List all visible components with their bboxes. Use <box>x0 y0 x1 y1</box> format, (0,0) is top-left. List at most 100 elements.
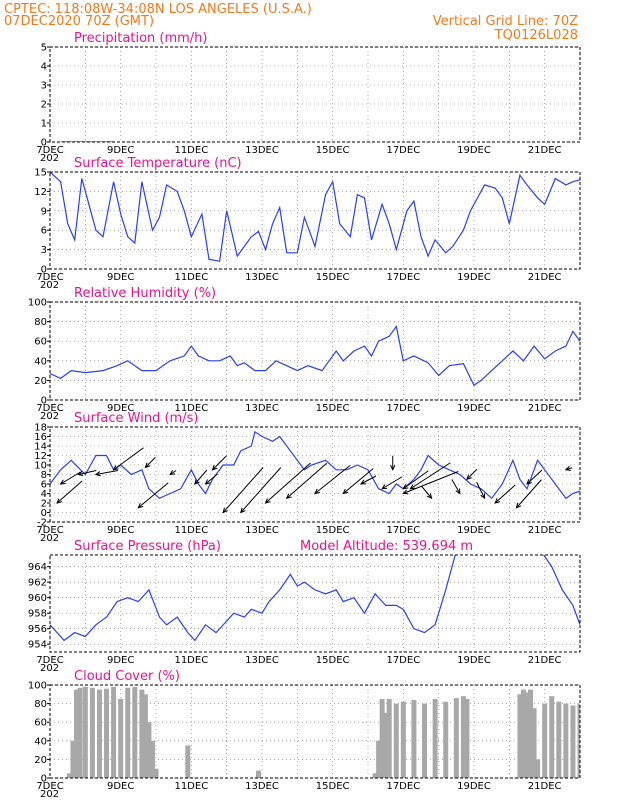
wind-arrow-head <box>94 471 101 477</box>
y-tick-label: -2 <box>37 518 47 529</box>
wind-arrow <box>194 469 208 485</box>
wind-arrow <box>145 457 156 468</box>
x-year-label: 202 <box>40 663 59 674</box>
x-tick-label: 7DEC <box>36 525 63 536</box>
wind-arrow <box>113 447 144 471</box>
x-tick-label: 13DEC <box>245 655 279 666</box>
cloud-bar <box>528 689 534 778</box>
x-tick-label: 19DEC <box>457 525 491 536</box>
y-tick-label: 1 <box>41 119 47 130</box>
wind-arrow-head <box>285 493 292 500</box>
wind-arrow <box>360 475 377 485</box>
y-tick-label: 964 <box>28 562 47 573</box>
wind-arrow <box>286 462 328 499</box>
wind-arrow <box>138 482 169 509</box>
x-tick-label: 7DEC <box>36 403 63 414</box>
plot-area <box>66 686 580 778</box>
cloud-bar <box>520 689 526 778</box>
x-tick-label: 19DEC <box>457 145 491 156</box>
wind-arrow-head <box>402 489 409 495</box>
x-tick-label: 9DEC <box>107 781 134 792</box>
x-tick-label: 9DEC <box>107 655 134 666</box>
wind-arrow <box>526 469 543 485</box>
y-tick-label: 16 <box>34 432 47 443</box>
x-tick-label: 9DEC <box>107 272 134 283</box>
wind-arrow <box>212 455 227 471</box>
wind-arrow <box>265 462 311 504</box>
y-tick-label: 18 <box>34 423 47 434</box>
x-tick-label: 11DEC <box>174 525 208 536</box>
y-tick-label: 0 <box>41 774 47 785</box>
wind-arrow <box>169 470 177 475</box>
cloud-bar <box>89 687 95 778</box>
y-tick-label: 6 <box>41 226 47 237</box>
cloud-bar <box>556 701 562 778</box>
x-tick-label: 11DEC <box>174 403 208 414</box>
cloud-bar <box>372 773 378 778</box>
wind-arrow-head <box>359 479 366 485</box>
x-tick-label: 15DEC <box>316 655 350 666</box>
y-tick-label: 6 <box>41 480 47 491</box>
x-tick-label: 21DEC <box>528 781 562 792</box>
wind-arrow <box>314 465 351 494</box>
x-tick-label: 9DEC <box>107 145 134 156</box>
cloud-bar <box>422 703 428 778</box>
plot-area <box>50 325 580 387</box>
x-tick-label: 11DEC <box>174 145 208 156</box>
y-tick-label: 956 <box>28 624 47 635</box>
wind-arrow-head <box>169 469 176 476</box>
y-tick-label: 20 <box>34 376 47 387</box>
cloud-bar <box>149 740 155 778</box>
x-tick-label: 21DEC <box>528 403 562 414</box>
x-tick-label: 21DEC <box>528 272 562 283</box>
wind-arrow <box>494 484 516 504</box>
cloud-bar <box>400 701 406 778</box>
x-tick-label: 21DEC <box>528 145 562 156</box>
cloud-bar <box>146 722 152 778</box>
y-tick-label: 2 <box>41 100 47 111</box>
x-tick-label: 9DEC <box>107 403 134 414</box>
wind-arrow <box>205 473 218 485</box>
cloud-bar <box>570 705 576 778</box>
x-tick-label: 17DEC <box>386 145 420 156</box>
wind-arrow <box>56 480 83 504</box>
cloud-bar <box>185 745 191 778</box>
panel-6: 0 20 40 60 80 100 7DEC 9DEC 11DEC 13DEC 15DEC 17DEC… <box>28 669 581 800</box>
wind-arrow-head <box>240 507 246 514</box>
cloud-bar <box>549 696 555 778</box>
panel-frame <box>49 554 581 653</box>
x-tick-label: 17DEC <box>386 403 420 414</box>
y-tick-label: 4 <box>41 62 47 73</box>
panel-frame <box>49 301 581 401</box>
panel-title: Surface Pressure (hPa) <box>74 539 221 554</box>
y-tick-label: 15 <box>34 168 47 179</box>
series-line <box>50 430 580 500</box>
cloud-bar <box>443 701 449 778</box>
y-tick-label: 0 <box>41 508 47 519</box>
y-tick-label: 20 <box>34 755 47 766</box>
wind-arrow-head <box>264 498 271 504</box>
wind-arrow-head <box>314 488 320 495</box>
cloud-bar <box>118 698 124 778</box>
cloud-bar <box>376 740 382 778</box>
x-tick-label: 15DEC <box>316 403 350 414</box>
y-tick-label: 9 <box>41 206 47 217</box>
wind-arrow-head <box>144 462 151 469</box>
wind-arrow-head <box>112 465 119 471</box>
y-tick-label: 0 <box>41 396 47 407</box>
y-tick-label: 12 <box>34 451 47 462</box>
wind-arrow <box>78 470 97 475</box>
x-tick-label: 13DEC <box>245 403 279 414</box>
wind-arrow-head <box>409 484 416 490</box>
y-tick-label: 954 <box>28 640 47 651</box>
wind-arrow <box>95 470 119 475</box>
plot-area <box>50 555 580 642</box>
x-tick-label: 21DEC <box>528 655 562 666</box>
x-tick-label: 7DEC <box>36 145 63 156</box>
panel-frame <box>49 426 581 523</box>
x-year-label: 202 <box>40 153 59 164</box>
x-tick-label: 7DEC <box>36 781 63 792</box>
panel-3: 0 20 40 60 80 100 7DEC 9DEC 11DEC 13DEC 15DEC 17DEC… <box>28 286 581 422</box>
wind-arrow <box>451 479 461 494</box>
